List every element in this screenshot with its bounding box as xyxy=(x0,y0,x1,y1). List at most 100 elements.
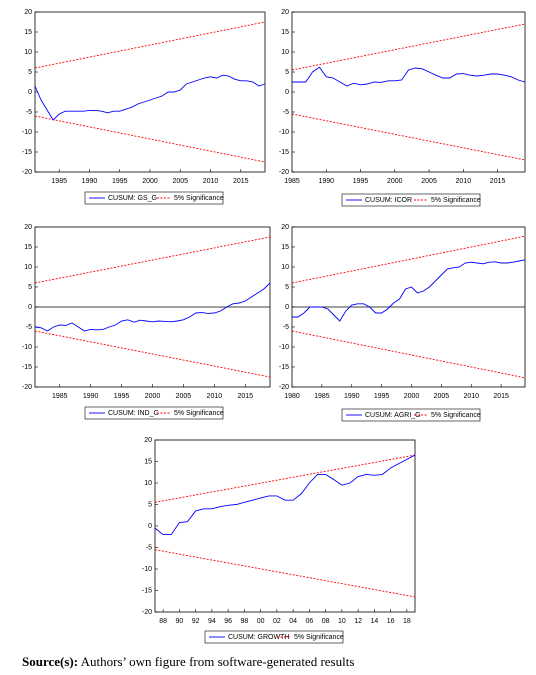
y-tick-label: -20 xyxy=(279,169,289,176)
x-tick-label: 2015 xyxy=(237,393,253,400)
x-tick-label: 16 xyxy=(387,618,395,625)
caption: Source(s): Authors’ own figure from soft… xyxy=(22,654,354,670)
legend-label: CUSUM: IND_G xyxy=(108,410,159,417)
x-tick-label: 1985 xyxy=(51,178,67,185)
legend-label: 5% Significance xyxy=(174,195,224,202)
legend-label: 5% Significance xyxy=(294,634,344,641)
x-tick-label: 94 xyxy=(208,618,216,625)
legend-label: 5% Significance xyxy=(431,412,481,419)
x-tick-label: 18 xyxy=(403,618,411,625)
caption-label: Source(s): xyxy=(22,654,79,669)
significance-line xyxy=(34,115,266,163)
y-tick-label: 5 xyxy=(285,284,289,291)
x-tick-label: 98 xyxy=(240,618,248,625)
x-tick-label: 1990 xyxy=(318,178,334,185)
significance-line xyxy=(154,454,416,503)
y-tick-label: -5 xyxy=(26,324,32,331)
y-tick-label: 0 xyxy=(28,304,32,311)
y-tick-label: -20 xyxy=(22,169,32,176)
x-tick-label: 2015 xyxy=(490,178,506,185)
y-tick-label: -10 xyxy=(279,129,289,136)
y-tick-label: -15 xyxy=(142,587,152,594)
y-tick-label: 15 xyxy=(24,244,32,251)
legend-box xyxy=(204,630,344,644)
cusum-line xyxy=(292,66,526,87)
significance-line xyxy=(154,549,416,598)
cusum-line xyxy=(154,454,416,536)
y-tick-label: 10 xyxy=(24,264,32,271)
legend-label: CUSUM: ICOR xyxy=(365,197,412,204)
significance-line xyxy=(291,23,526,71)
y-tick-label: 10 xyxy=(24,49,32,56)
significance-line xyxy=(34,330,271,378)
y-tick-label: -10 xyxy=(22,129,32,136)
y-tick-label: 15 xyxy=(24,29,32,36)
x-tick-label: 2010 xyxy=(207,393,223,400)
x-tick-label: 1995 xyxy=(353,178,369,185)
x-tick-label: 96 xyxy=(224,618,232,625)
x-tick-label: 2015 xyxy=(233,178,249,185)
legend-label: 5% Significance xyxy=(431,197,481,204)
legend-label: CUSUM: GS_G xyxy=(108,195,157,202)
y-tick-label: -5 xyxy=(283,109,289,116)
y-tick-label: -20 xyxy=(142,609,152,616)
y-tick-label: -20 xyxy=(22,384,32,391)
x-tick-label: 2010 xyxy=(456,178,472,185)
x-tick-label: 00 xyxy=(257,618,265,625)
x-tick-label: 2005 xyxy=(434,393,450,400)
y-tick-label: 5 xyxy=(28,69,32,76)
x-tick-label: 1995 xyxy=(114,393,130,400)
x-tick-label: 2005 xyxy=(172,178,188,185)
y-tick-label: -15 xyxy=(22,364,32,371)
y-tick-label: 0 xyxy=(28,89,32,96)
plot-frame xyxy=(34,11,266,173)
x-tick-label: 14 xyxy=(370,618,378,625)
x-tick-label: 2000 xyxy=(145,393,161,400)
plot-frame xyxy=(291,11,526,173)
y-tick-label: 10 xyxy=(144,480,152,487)
y-tick-label: 0 xyxy=(148,523,152,530)
y-tick-label: 5 xyxy=(285,69,289,76)
y-tick-label: 20 xyxy=(281,224,289,231)
significance-line xyxy=(291,330,526,379)
x-tick-label: 1990 xyxy=(83,393,99,400)
x-tick-label: 2000 xyxy=(404,393,420,400)
legend-box xyxy=(341,193,481,207)
y-tick-label: 10 xyxy=(281,264,289,271)
y-tick-label: -15 xyxy=(279,364,289,371)
x-tick-label: 1995 xyxy=(112,178,128,185)
y-tick-label: 10 xyxy=(281,49,289,56)
y-tick-label: 15 xyxy=(281,244,289,251)
x-tick-label: 2000 xyxy=(387,178,403,185)
plot-frame xyxy=(154,439,416,613)
x-tick-label: 2005 xyxy=(421,178,437,185)
y-tick-label: -20 xyxy=(279,384,289,391)
legend-box xyxy=(84,191,224,205)
x-tick-label: 1995 xyxy=(374,393,390,400)
x-tick-label: 88 xyxy=(159,618,167,625)
significance-line xyxy=(34,236,271,284)
y-tick-label: 0 xyxy=(285,304,289,311)
x-tick-label: 2005 xyxy=(176,393,192,400)
x-tick-label: 04 xyxy=(289,618,297,625)
x-tick-label: 1985 xyxy=(314,393,330,400)
y-tick-label: -5 xyxy=(283,324,289,331)
y-tick-label: 0 xyxy=(285,89,289,96)
x-tick-label: 10 xyxy=(338,618,346,625)
y-tick-label: 20 xyxy=(144,437,152,444)
y-tick-label: 15 xyxy=(144,458,152,465)
y-tick-label: 20 xyxy=(281,9,289,16)
x-tick-label: 1990 xyxy=(344,393,360,400)
y-tick-label: 20 xyxy=(24,224,32,231)
y-tick-label: -5 xyxy=(146,544,152,551)
legend-label: CUSUM: AGRI_G xyxy=(365,412,421,419)
legend-label: 5% Significance xyxy=(174,410,224,417)
x-tick-label: 02 xyxy=(273,618,281,625)
x-tick-label: 1985 xyxy=(284,178,300,185)
y-tick-label: -10 xyxy=(22,344,32,351)
y-tick-label: -10 xyxy=(279,344,289,351)
cusum-line xyxy=(34,74,266,121)
y-tick-label: -15 xyxy=(279,149,289,156)
